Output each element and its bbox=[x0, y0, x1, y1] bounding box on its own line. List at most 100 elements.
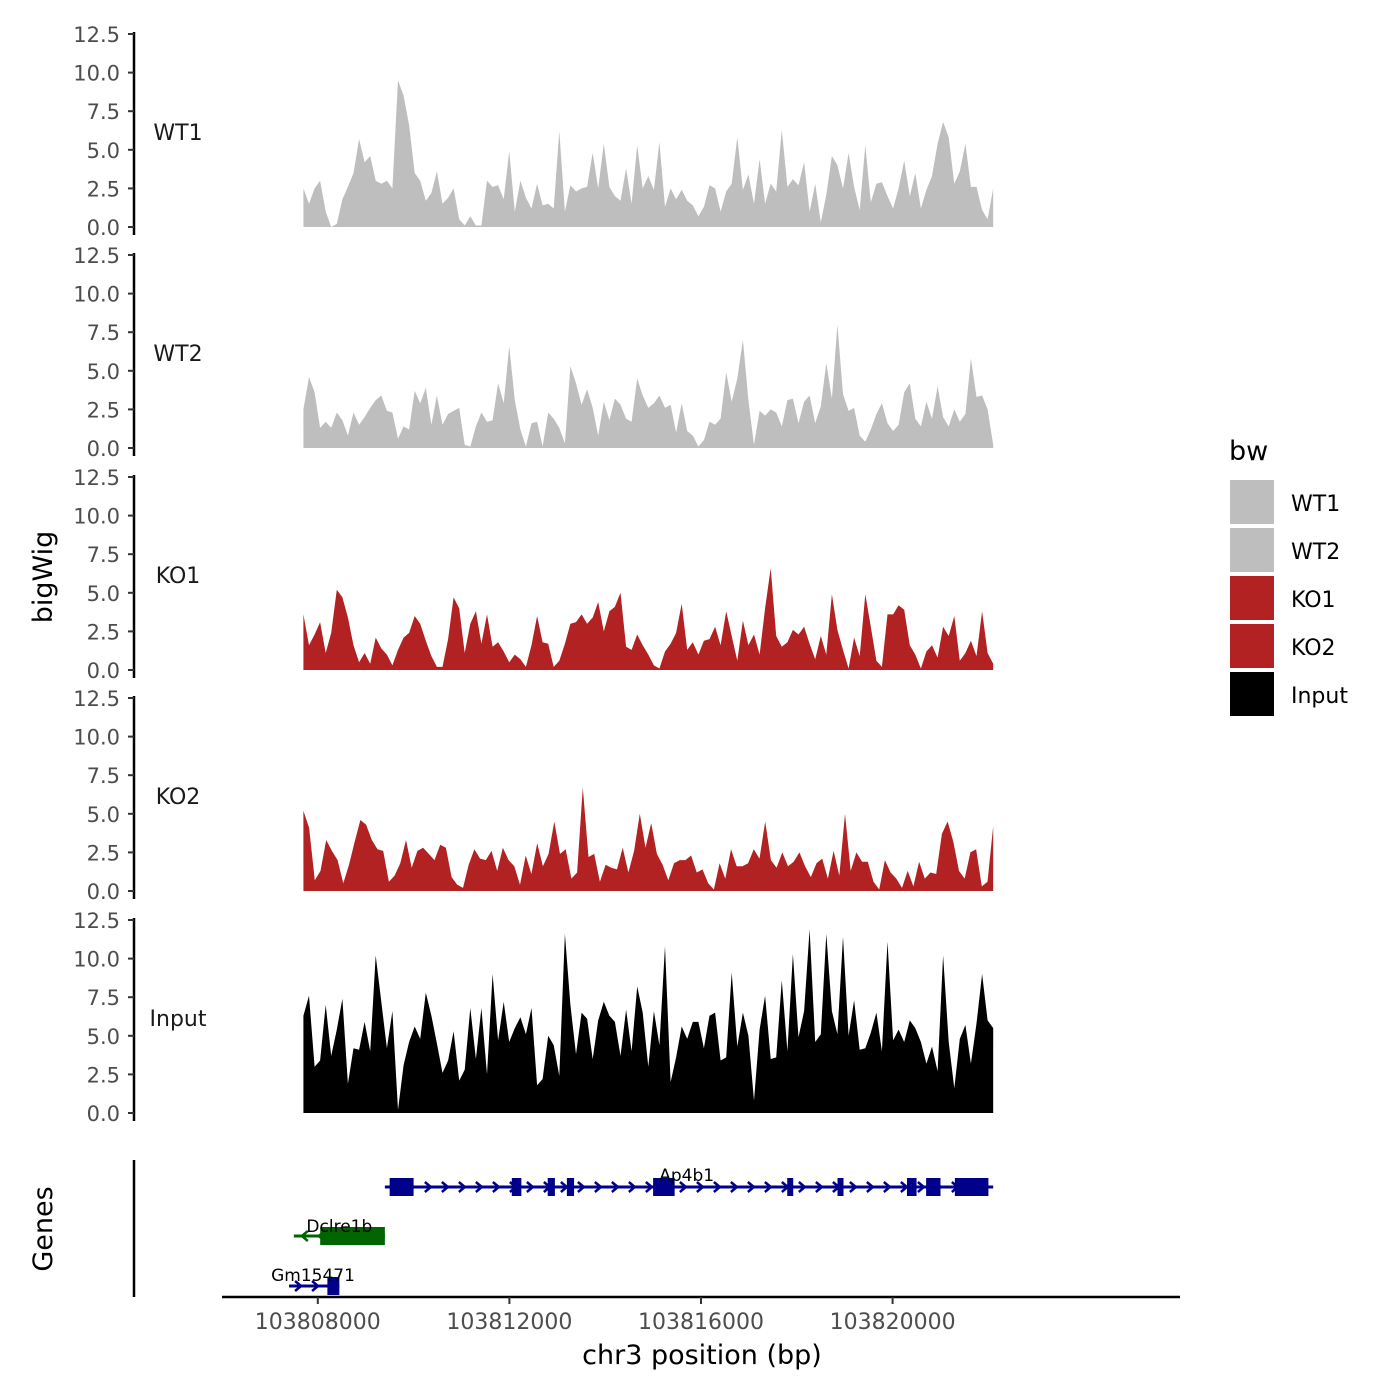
x-axis-title: chr3 position (bp) bbox=[582, 1340, 822, 1371]
y-tick-label: 5.0 bbox=[87, 1025, 120, 1049]
coverage-area-input bbox=[303, 929, 994, 1113]
legend-label-ko2: KO2 bbox=[1291, 636, 1336, 661]
x-tick-label: 103816000 bbox=[638, 1310, 764, 1335]
legend-title: bw bbox=[1229, 436, 1268, 467]
strand-chevron bbox=[577, 1181, 586, 1193]
y-tick-label: 12.5 bbox=[73, 23, 120, 47]
strand-chevron bbox=[526, 1181, 535, 1193]
y-tick-label: 5.0 bbox=[87, 582, 120, 606]
strand-chevron bbox=[883, 1181, 892, 1193]
strand-chevron bbox=[866, 1181, 875, 1193]
y-tick-label: 5.0 bbox=[87, 360, 120, 384]
strand-chevron bbox=[475, 1181, 484, 1193]
strand-chevron bbox=[441, 1181, 450, 1193]
exon bbox=[787, 1178, 794, 1196]
strand-chevron bbox=[849, 1181, 858, 1193]
legend-label-ko1: KO1 bbox=[1291, 588, 1336, 613]
strand-chevron bbox=[730, 1181, 739, 1193]
y-tick-label: 2.5 bbox=[87, 1063, 120, 1087]
y-tick-label: 12.5 bbox=[73, 244, 120, 268]
y-tick-label: 10.0 bbox=[73, 948, 120, 972]
legend-swatch-ko1 bbox=[1230, 576, 1274, 620]
legend-label-wt2: WT2 bbox=[1291, 540, 1340, 565]
strand-chevron bbox=[645, 1181, 654, 1193]
strand-chevron bbox=[424, 1181, 433, 1193]
exon bbox=[547, 1178, 555, 1196]
track-label-ko1: KO1 bbox=[156, 564, 201, 589]
genes-axis-title: Genes bbox=[28, 1186, 59, 1271]
legend-swatch-ko2 bbox=[1230, 624, 1274, 668]
strand-chevron bbox=[560, 1181, 569, 1193]
strand-chevron bbox=[628, 1181, 637, 1193]
y-tick-label: 7.5 bbox=[87, 100, 120, 124]
legend-swatch-input bbox=[1230, 672, 1274, 716]
track-wt2: 0.0 2.5 5.0 7.5 10.0 12.5 WT2 bbox=[73, 244, 994, 461]
track-ko1: 0.0 2.5 5.0 7.5 10.0 12.5 KO1 bbox=[73, 466, 994, 683]
gene-dclre1b: Dclre1b bbox=[293, 1217, 385, 1245]
y-tick-label: 7.5 bbox=[87, 764, 120, 788]
y-tick-label: 0.0 bbox=[87, 880, 120, 904]
track-input: 0.0 2.5 5.0 7.5 10.0 12.5 Input bbox=[73, 909, 994, 1126]
strand-chevron bbox=[713, 1181, 722, 1193]
exon bbox=[837, 1178, 844, 1196]
y-tick-label: 2.5 bbox=[87, 398, 120, 422]
coverage-area-wt1 bbox=[303, 80, 994, 227]
exon bbox=[320, 1227, 385, 1245]
strand-chevron bbox=[611, 1181, 620, 1193]
y-tick-label: 7.5 bbox=[87, 543, 120, 567]
y-tick-label: 10.0 bbox=[73, 283, 120, 307]
legend-swatch-wt2 bbox=[1230, 528, 1274, 572]
strand-chevron bbox=[917, 1181, 926, 1193]
track-label-wt1: WT1 bbox=[153, 121, 202, 146]
y-tick-label: 2.5 bbox=[87, 177, 120, 201]
strand-chevron bbox=[815, 1181, 824, 1193]
legend-swatch-wt1 bbox=[1230, 480, 1274, 524]
exon bbox=[566, 1178, 575, 1196]
strand-chevron bbox=[764, 1181, 773, 1193]
legend-label-input: Input bbox=[1291, 684, 1348, 709]
exon bbox=[954, 1178, 989, 1196]
y-tick-label: 2.5 bbox=[87, 620, 120, 644]
track-ko2: 0.0 2.5 5.0 7.5 10.0 12.5 KO2 bbox=[73, 687, 994, 904]
coverage-area-wt2 bbox=[303, 324, 994, 448]
strand-chevron bbox=[458, 1181, 467, 1193]
track-label-input: Input bbox=[150, 1007, 207, 1032]
coverage-area-ko2 bbox=[303, 787, 994, 891]
strand-chevron bbox=[747, 1181, 756, 1193]
strand-chevron bbox=[492, 1181, 501, 1193]
strand-chevron bbox=[798, 1181, 807, 1193]
strand-chevron bbox=[679, 1181, 688, 1193]
strand-chevron bbox=[900, 1181, 909, 1193]
y-tick-label: 5.0 bbox=[87, 803, 120, 827]
y-tick-label: 0.0 bbox=[87, 437, 120, 461]
x-axis: 103808000 103812000 103816000 103820000 bbox=[222, 1295, 1180, 1335]
coverage-area-ko1 bbox=[303, 568, 994, 670]
strand-chevron bbox=[299, 1230, 309, 1242]
y-tick-label: 10.0 bbox=[73, 62, 120, 86]
strand-chevron bbox=[311, 1280, 321, 1292]
track-wt1: 0.0 2.5 5.0 7.5 10.0 12.5 WT1 bbox=[73, 23, 994, 240]
exon bbox=[653, 1178, 675, 1196]
x-tick-label: 103812000 bbox=[446, 1310, 572, 1335]
strand-chevron bbox=[294, 1280, 304, 1292]
gene-label: Gm15471 bbox=[271, 1266, 355, 1286]
y-tick-label: 10.0 bbox=[73, 726, 120, 750]
gene-label: Ap4b1 bbox=[659, 1166, 714, 1186]
y-tick-label: 12.5 bbox=[73, 687, 120, 711]
y-tick-label: 7.5 bbox=[87, 986, 120, 1010]
gene-gm15471: Gm15471 bbox=[271, 1266, 355, 1295]
y-tick-label: 10.0 bbox=[73, 505, 120, 529]
y-tick-label: 12.5 bbox=[73, 909, 120, 933]
track-label-ko2: KO2 bbox=[156, 785, 201, 810]
strand-chevron bbox=[594, 1181, 603, 1193]
x-tick-label: 103808000 bbox=[255, 1310, 381, 1335]
y-tick-label: 0.0 bbox=[87, 216, 120, 240]
y-tick-label: 12.5 bbox=[73, 466, 120, 490]
strand-chevron bbox=[696, 1181, 705, 1193]
y-tick-label: 2.5 bbox=[87, 841, 120, 865]
y-axis-title: bigWig bbox=[28, 531, 59, 624]
exon bbox=[389, 1178, 414, 1196]
gene-label: Dclre1b bbox=[306, 1217, 372, 1237]
track-label-wt2: WT2 bbox=[153, 342, 202, 367]
